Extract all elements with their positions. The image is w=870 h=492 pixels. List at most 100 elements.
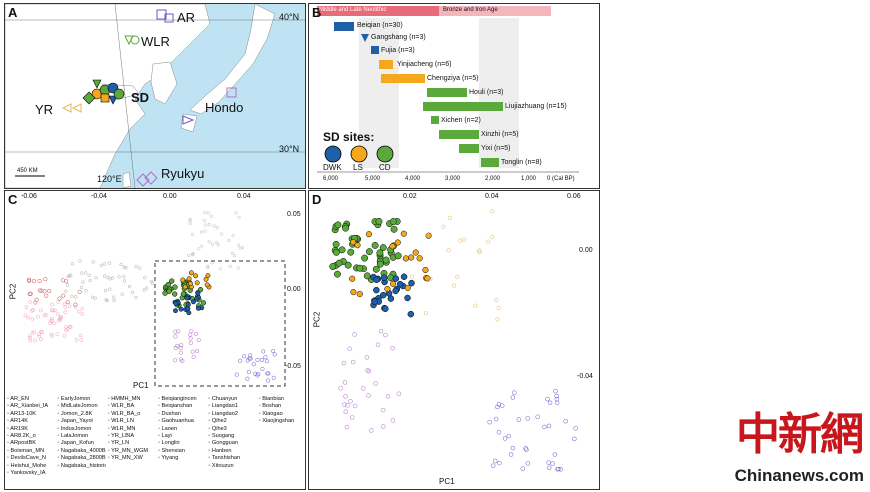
legend-entry: ◦ WLR_MN [107,425,136,432]
pca-point [206,266,210,270]
pca-point [138,266,142,270]
site-beiqian: Beiqian (n=30) [357,22,403,29]
pca-point [231,234,235,238]
legend-entry: ◦ Heishui_Mohe [7,462,47,469]
pca-point [379,244,387,252]
pca-point [490,234,495,239]
legend-entry: ◦ DevilsCave_N [7,455,46,462]
pca-point [428,276,433,281]
pca-point [67,304,72,309]
pca-point [32,330,37,334]
pca-point [200,244,204,248]
pca-point [176,329,181,334]
site-chengziya: Chengziya (n=5) [427,75,479,82]
pca-point [384,285,391,293]
pca-point [42,289,47,294]
pca-point [73,302,78,307]
pca-point [44,313,48,317]
legend-entry: ◦ AR_Xianbei_IA [7,403,49,410]
pca-point [345,403,350,408]
pca-point [143,275,147,280]
panel-c-pca: C -0.06 -0.04 0.00 0.04 0.05 0.00 -0.05 … [4,190,306,490]
pca-point [373,381,378,386]
pca-point [553,388,558,394]
axis-3000: 3,000 [445,176,461,182]
watermark-en: Chinanews.com [734,466,864,485]
pca-point [554,393,559,399]
pca-point [202,219,206,223]
pca-point [369,428,374,433]
c-xlabel: PC1 [133,381,149,390]
pca-point [342,402,347,407]
legend-entry [158,470,206,477]
pca-point [68,325,73,329]
pca-point [375,342,381,347]
pca-point [84,288,88,293]
legend-entry [158,463,206,470]
axis-2000: 2,000 [485,176,501,182]
pca-point [329,263,337,270]
pca-point [30,330,35,335]
pca-point [259,357,265,362]
pca-point [356,264,364,272]
pca-point [255,373,260,378]
pca-point [473,303,478,308]
pca-point [349,415,355,420]
legend-entry: ◦ MidLateJomon [57,403,98,410]
pca-point [39,329,44,334]
pca-point [441,224,446,229]
pca-point [347,248,355,256]
pca-point [78,333,83,338]
pca-point [188,336,193,341]
sd-ls: LS [353,163,363,172]
pca-point [188,222,192,226]
pca-point [338,385,343,391]
yr-symbols [61,103,82,113]
watermark-cn: 中新網 [736,409,864,460]
c-ytick-0: 0.05 [287,211,301,218]
pca-point [363,272,371,280]
pca-point [402,255,409,262]
pca-point [66,274,70,279]
pca-point [237,243,241,247]
pca-point [119,262,123,267]
pca-point [187,253,191,258]
legend-entry: ◦ Jomon_2.8K [57,410,93,417]
pca-point [550,461,555,466]
pca-point [104,298,108,302]
pca-point [496,402,502,407]
pca-point [378,328,384,334]
site-xichen: Xichen (n=2) [441,117,481,124]
pca-point [215,241,219,245]
pca-point [63,310,68,315]
pca-point [408,254,415,261]
pca-point [461,237,467,242]
pca-point [264,359,269,364]
pca-point [271,375,276,380]
pca-point [535,414,540,420]
pca-point [373,276,380,284]
pca-point [516,417,522,422]
pca-point [62,302,67,306]
pca-point [103,288,108,293]
pca-point [233,254,237,258]
pca-point [210,242,214,246]
pca-point [371,298,379,305]
pca-point [335,259,343,267]
pca-point [58,316,62,321]
pca-point [172,284,178,290]
pca-point [169,278,175,284]
pca-point [497,460,502,466]
japan-main [189,4,276,115]
pca-point [520,466,525,471]
pca-point [134,295,138,300]
pca-point [56,300,61,304]
pca-point [204,282,210,288]
pca-point [188,340,193,345]
pca-point [173,300,179,306]
pca-point [218,267,222,271]
pca-point [197,286,204,293]
legend-entry: ◦ Nagabaka_historic [57,462,106,469]
pca-c-svg [23,211,286,387]
pca-point [180,291,187,297]
